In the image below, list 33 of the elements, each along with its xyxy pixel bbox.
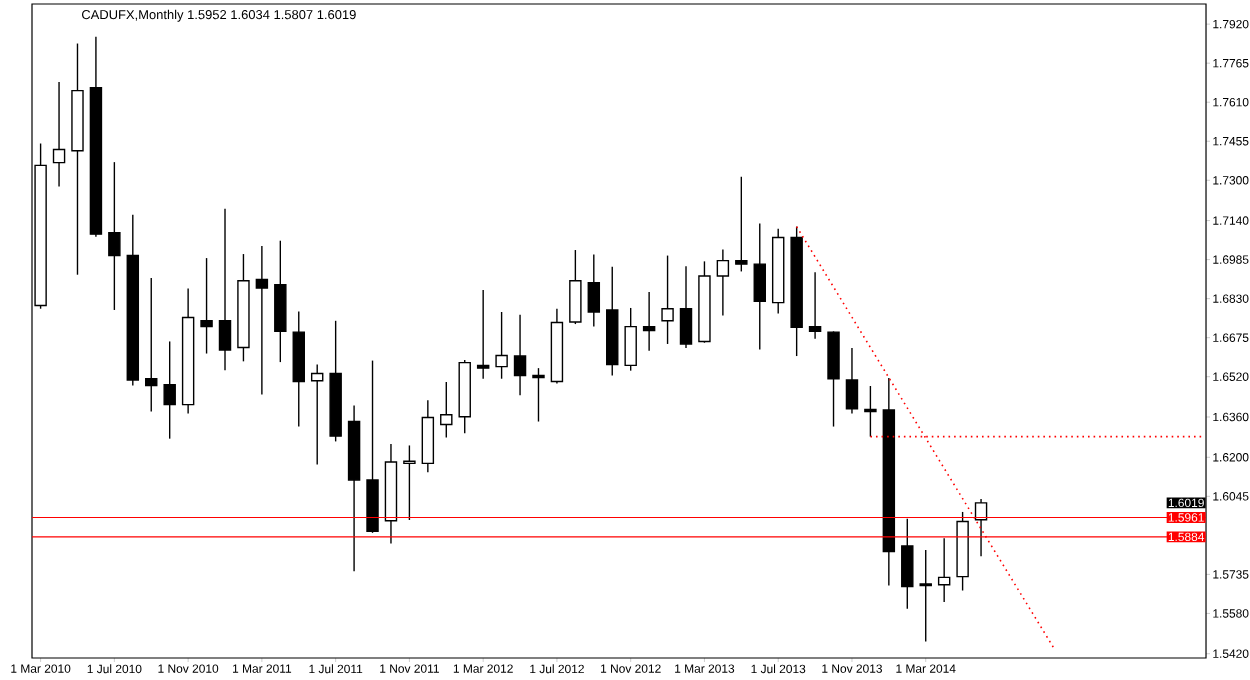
candlestick (716, 248, 730, 317)
candlestick (642, 291, 656, 352)
candlestick (440, 381, 453, 439)
candlestick (310, 363, 324, 466)
candlestick (661, 254, 674, 345)
candlestick (808, 271, 822, 340)
candlestick (476, 289, 490, 380)
candlestick (753, 222, 766, 351)
candlestick (403, 444, 416, 521)
candlestick (937, 537, 951, 603)
candlestick (845, 347, 859, 415)
candlestick (108, 161, 121, 311)
candlestick (864, 385, 877, 438)
candlestick (200, 257, 213, 355)
candlestick (421, 399, 435, 473)
candlestick (255, 245, 269, 396)
candlestick (532, 367, 545, 423)
candlestick (163, 340, 176, 440)
candlestick (827, 330, 840, 428)
candlestick (495, 311, 508, 380)
candlestick (919, 549, 932, 643)
candlestick (587, 253, 601, 328)
candlestick (974, 498, 988, 557)
candlestick (274, 240, 287, 363)
candlestick (569, 249, 582, 325)
candlestick (218, 208, 232, 371)
candlestick (513, 314, 527, 397)
candlestick (145, 277, 158, 413)
candlestick (52, 81, 66, 188)
candlestick (735, 176, 748, 273)
candlestick (901, 518, 914, 610)
candlestick (624, 307, 637, 372)
candlestick (679, 265, 693, 349)
